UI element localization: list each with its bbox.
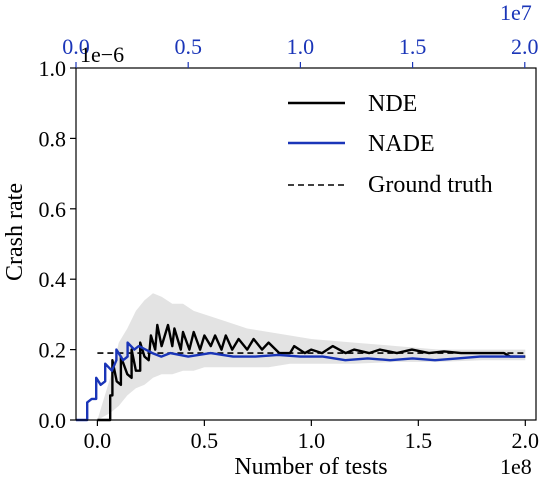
plot-frame	[75, 67, 537, 421]
y-tick-label-1: 0.2	[39, 338, 67, 363]
axes-layer: 0.0 0.5 1.0 1.5 2.0 0.0 0.5 1.0 1.5 2.0 0.0 0.2 0.4 0…	[39, 34, 540, 453]
nde-line	[97, 323, 526, 422]
top-x-multiplier: 1e7	[500, 0, 532, 25]
y-multiplier: 1e−6	[80, 42, 124, 67]
nade-line	[76, 341, 525, 422]
y-tick-label-4: 0.8	[39, 126, 67, 151]
legend-label-nde: NDE	[368, 91, 417, 117]
x-multiplier: 1e8	[500, 454, 532, 479]
y-axis-label: Crash rate	[2, 183, 28, 281]
x-tick-label-4: 2.0	[512, 428, 540, 453]
x-axis-label: Number of tests	[234, 454, 387, 480]
legend-label-ground-truth: Ground truth	[368, 172, 493, 198]
x-tick-label-1: 0.5	[191, 428, 219, 453]
top-x-tick-label-2: 1.0	[287, 34, 315, 59]
top-x-tick-label-3: 1.5	[399, 34, 427, 59]
series-layer	[76, 323, 526, 422]
y-tick-label-5: 1.0	[39, 56, 67, 81]
top-x-tick-label-1: 0.5	[174, 34, 202, 59]
x-tick-label-2: 1.0	[298, 428, 326, 453]
y-tick-label-0: 0.0	[39, 408, 67, 433]
legend: NDE NADE Ground truth	[288, 91, 493, 198]
y-tick-label-3: 0.6	[39, 197, 67, 222]
y-tick-label-2: 0.4	[39, 267, 67, 292]
x-tick-label-3: 1.5	[405, 428, 433, 453]
x-tick-label-0: 0.0	[84, 428, 112, 453]
top-x-tick-label-0: 0.0	[62, 34, 90, 59]
top-x-tick-label-4: 2.0	[511, 34, 539, 59]
legend-label-nade: NADE	[368, 131, 435, 157]
